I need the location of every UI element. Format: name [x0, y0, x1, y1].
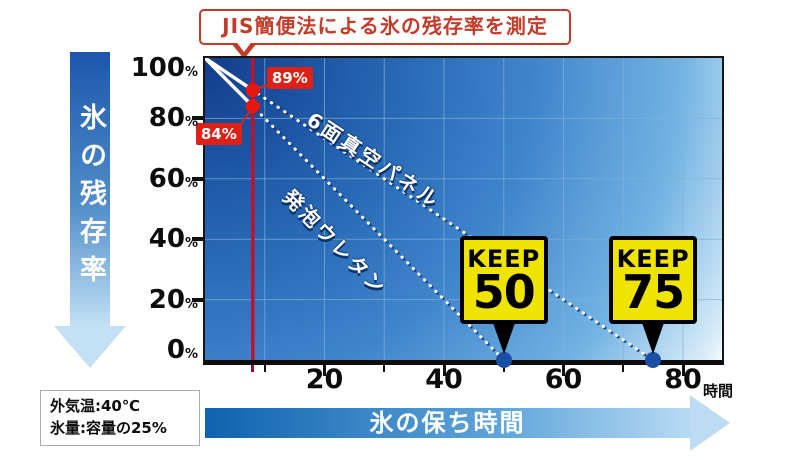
plot-area [203, 56, 724, 365]
chart-title-bubble: JIS簡便法による氷の残存率を測定 [199, 9, 571, 59]
y-axis-tick [192, 116, 205, 121]
x-axis-arrow [205, 408, 690, 438]
y-tick-label-0: 0% [166, 335, 198, 365]
y-axis-arrow [70, 52, 110, 326]
y-tick-label-20: 20% [148, 284, 198, 315]
y-axis-tick [192, 237, 205, 242]
keep-50-badge: KEEP 50 [459, 236, 548, 358]
x-axis-tick [622, 365, 625, 372]
keep-50-word: KEEP [467, 245, 541, 273]
keep-50-value: 50 [472, 265, 536, 319]
keep-75-word: KEEP [616, 245, 690, 273]
y-axis-arrow-head [54, 326, 126, 368]
condition-ambient-temp: 外気温:40℃ [50, 397, 141, 415]
callout-84-percent: 84% [195, 123, 242, 146]
y-axis-tick [192, 297, 205, 302]
keep-75-pointer [641, 320, 666, 354]
x-axis-arrow-head [690, 395, 730, 451]
conditions-note: 外気温:40℃ 氷量:容量の25% [40, 390, 200, 446]
x-axis-tick [502, 365, 505, 372]
x-axis-tick [442, 365, 446, 376]
title-bubble-pointer-fill [235, 40, 253, 52]
keep-50-badge-box: KEEP 50 [459, 236, 548, 324]
y-axis-title: 氷の残存率 [75, 103, 106, 293]
x-axis-title: 氷の保ち時間 [369, 409, 526, 437]
condition-ice-amount: 氷量:容量の25% [50, 418, 167, 437]
y-tick-label-40: 40% [148, 224, 198, 255]
x-axis-tick [562, 365, 565, 376]
y-tick-label-60: 60% [148, 163, 198, 194]
y-tick-label-80: 80% [148, 103, 198, 134]
keep-50-pointer [491, 320, 516, 354]
y-axis-tick [192, 176, 205, 181]
marker-line-axis-stub [251, 365, 254, 372]
x-axis-tick [263, 365, 266, 372]
keep-75-badge-box: KEEP 75 [609, 236, 698, 324]
keep-75-value: 75 [622, 265, 685, 319]
x-axis-tick [323, 365, 326, 376]
x-axis-tick [681, 365, 685, 376]
axis-dot-50-hours [495, 352, 512, 368]
y-tick-label-100: 100% [130, 53, 198, 83]
keep-75-badge: KEEP 75 [609, 236, 698, 358]
chart-title: JIS簡便法による氷の残存率を測定 [222, 14, 548, 38]
x-axis-tick [383, 365, 386, 372]
callout-89-percent: 89% [266, 67, 313, 90]
axis-dot-75-hours [645, 352, 662, 368]
